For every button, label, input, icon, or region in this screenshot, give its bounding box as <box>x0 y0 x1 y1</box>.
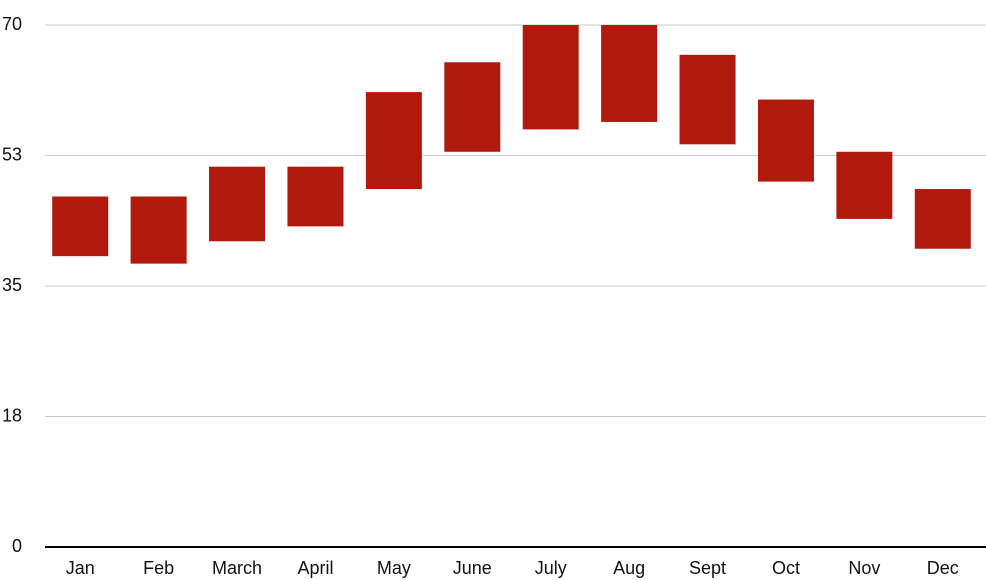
y-tick-label: 18 <box>2 405 22 425</box>
x-tick-label: Jan <box>66 558 95 578</box>
x-tick-label: Dec <box>927 558 959 578</box>
bar <box>52 196 109 257</box>
bar <box>914 189 971 249</box>
y-tick-label: 70 <box>2 14 22 34</box>
x-tick-label: Oct <box>772 558 800 578</box>
x-tick-label: June <box>453 558 492 578</box>
bar <box>836 151 893 219</box>
bar <box>209 166 266 242</box>
x-tick-label: May <box>377 558 411 578</box>
x-tick-label: April <box>297 558 333 578</box>
x-tick-label: Feb <box>143 558 174 578</box>
bar <box>601 25 658 122</box>
x-tick-label: Aug <box>613 558 645 578</box>
x-tick-label: July <box>535 558 567 578</box>
y-tick-label: 53 <box>2 144 22 164</box>
x-tick-label: Nov <box>848 558 880 578</box>
bar <box>130 196 187 264</box>
bar <box>444 62 501 152</box>
bar <box>522 25 579 130</box>
y-tick-label: 35 <box>2 275 22 295</box>
bar <box>365 92 422 190</box>
bar <box>679 54 736 145</box>
bar <box>757 99 814 182</box>
bar <box>287 166 344 227</box>
y-tick-label: 0 <box>12 536 22 556</box>
x-tick-label: March <box>212 558 262 578</box>
x-tick-label: Sept <box>689 558 726 578</box>
